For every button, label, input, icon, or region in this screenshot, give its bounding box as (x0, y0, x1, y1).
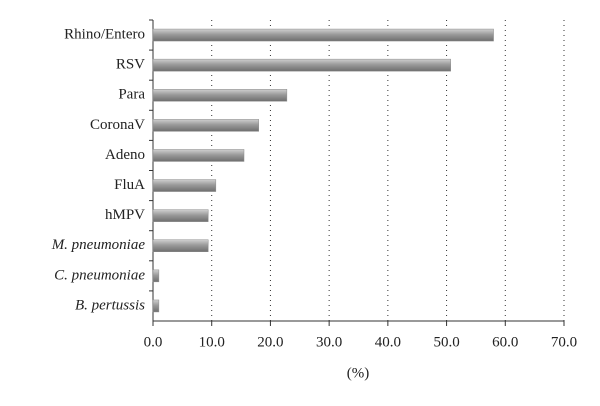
bar (152, 299, 160, 313)
bar (152, 209, 209, 222)
y-tick-label: CoronaV (90, 117, 145, 133)
bar (152, 89, 288, 102)
y-tick-label: Adeno (105, 147, 145, 163)
y-tick-label: C. pneumoniae (54, 267, 145, 283)
y-tick-label: M. pneumoniae (51, 237, 146, 253)
y-tick-label: Rhino/Entero (64, 26, 145, 42)
x-tick-label: 20.0 (257, 334, 283, 350)
bar (152, 119, 259, 132)
y-tick-label: B. pertussis (75, 297, 145, 313)
bar (152, 28, 494, 42)
x-tick-label: 0.0 (144, 334, 163, 350)
y-tick-label: hMPV (105, 207, 145, 223)
x-axis-label: (%) (347, 365, 370, 381)
bar (152, 179, 217, 192)
x-tick-label: 40.0 (375, 334, 401, 350)
x-tick-label: 50.0 (433, 334, 459, 350)
bar (152, 269, 160, 283)
x-tick-label: 70.0 (551, 334, 577, 350)
bar (152, 58, 451, 72)
x-tick-label: 60.0 (492, 334, 518, 350)
y-tick-label: RSV (116, 57, 145, 73)
x-tick-label: 30.0 (316, 334, 342, 350)
x-tick-label: 10.0 (199, 334, 225, 350)
bar (152, 149, 245, 162)
y-tick-label: FluA (114, 177, 145, 193)
bar (152, 239, 209, 252)
y-tick-label: Para (118, 87, 145, 103)
